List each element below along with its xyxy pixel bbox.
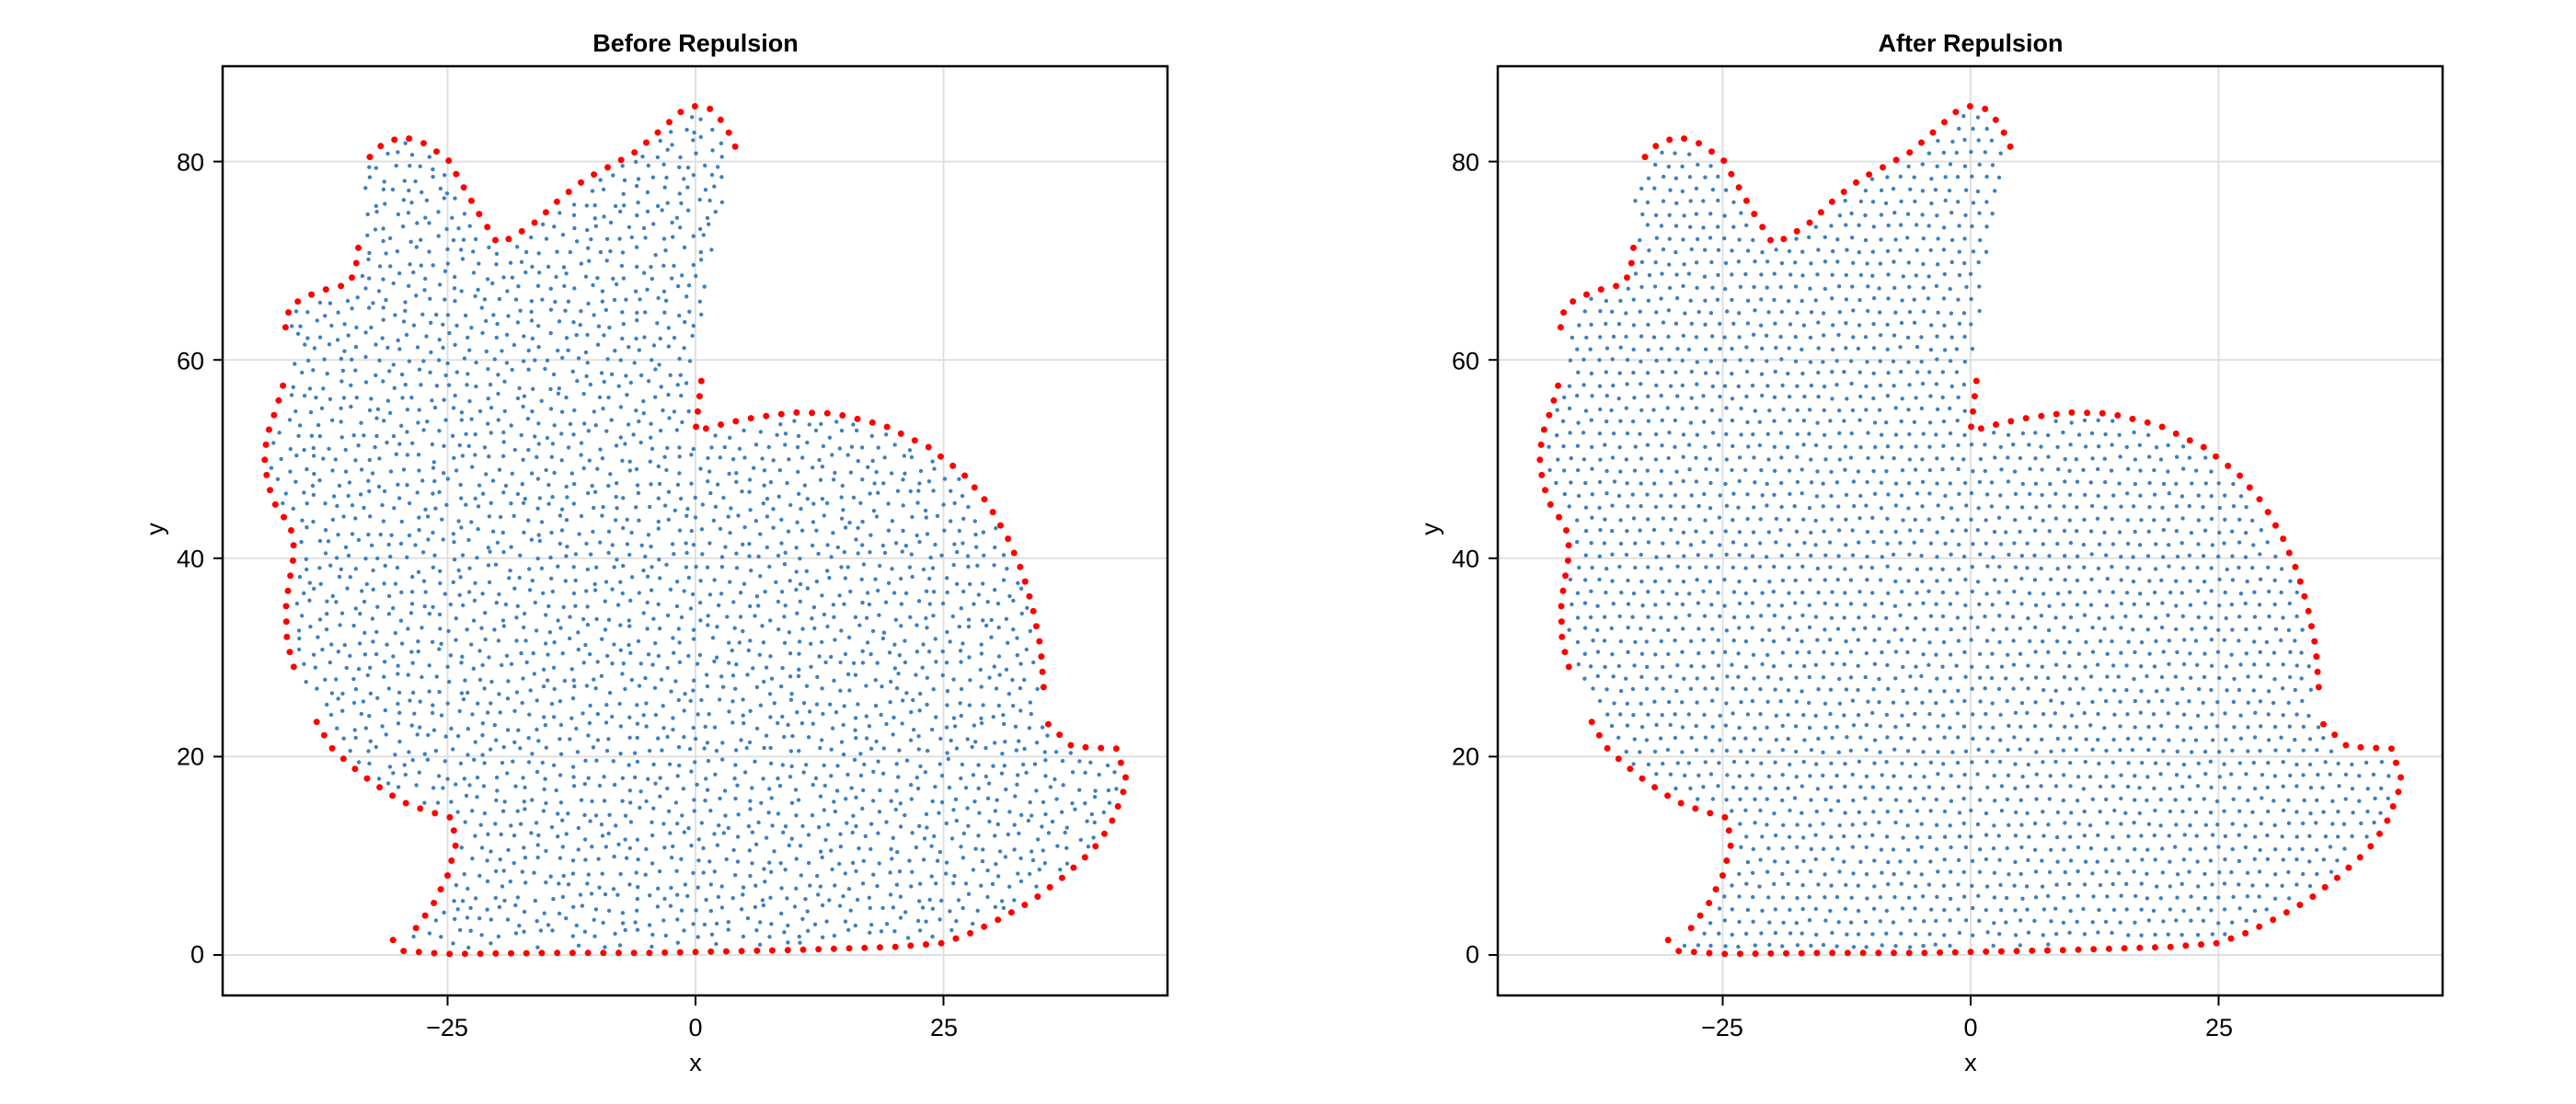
axes-frame (1489, 64, 2444, 1006)
y-tick-label: 0 (1465, 940, 1479, 969)
y-axis-label: y (1416, 523, 1444, 535)
chart-title: Before Repulsion (592, 29, 799, 57)
x-axis-label: x (1964, 1049, 1977, 1076)
scatter-plot-after (1489, 64, 2444, 1006)
x-tick-label: 25 (929, 1014, 959, 1041)
panel-before: Before Repulsion 80 60 40 20 0 −25 0 25 … (141, 29, 1169, 1076)
y-axis-label: y (141, 523, 169, 535)
y-tick-label: 0 (190, 940, 204, 969)
grid-lines (223, 66, 1167, 995)
x-tick-label: 25 (2204, 1014, 2234, 1041)
y-tick-label: 60 (176, 347, 204, 375)
x-tick-label: −25 (426, 1014, 468, 1041)
y-tick-label: 60 (1451, 347, 1479, 375)
y-tick-label: 20 (1451, 742, 1479, 771)
x-tick-label: −25 (1701, 1014, 1743, 1041)
y-tick-label: 80 (176, 148, 204, 177)
boundary-points (1536, 103, 2404, 958)
y-tick-label: 40 (176, 545, 204, 573)
panel-after: After Repulsion 80 60 40 20 0 −25 0 25 x… (1275, 0, 2563, 1104)
interior-points (269, 115, 1119, 950)
y-tick-label: 40 (1451, 545, 1479, 573)
y-tick-label: 20 (176, 742, 204, 771)
interior-points (1547, 114, 2391, 949)
boundary-points (261, 103, 1129, 958)
scatter-plot-before (213, 64, 1169, 1006)
x-axis-label: x (689, 1049, 702, 1076)
y-tick-label: 80 (1451, 148, 1479, 177)
x-tick-label: 0 (1963, 1014, 1978, 1041)
x-tick-label: 0 (688, 1014, 703, 1041)
chart-title: After Repulsion (1878, 29, 2064, 57)
axes-frame (213, 64, 1169, 1006)
